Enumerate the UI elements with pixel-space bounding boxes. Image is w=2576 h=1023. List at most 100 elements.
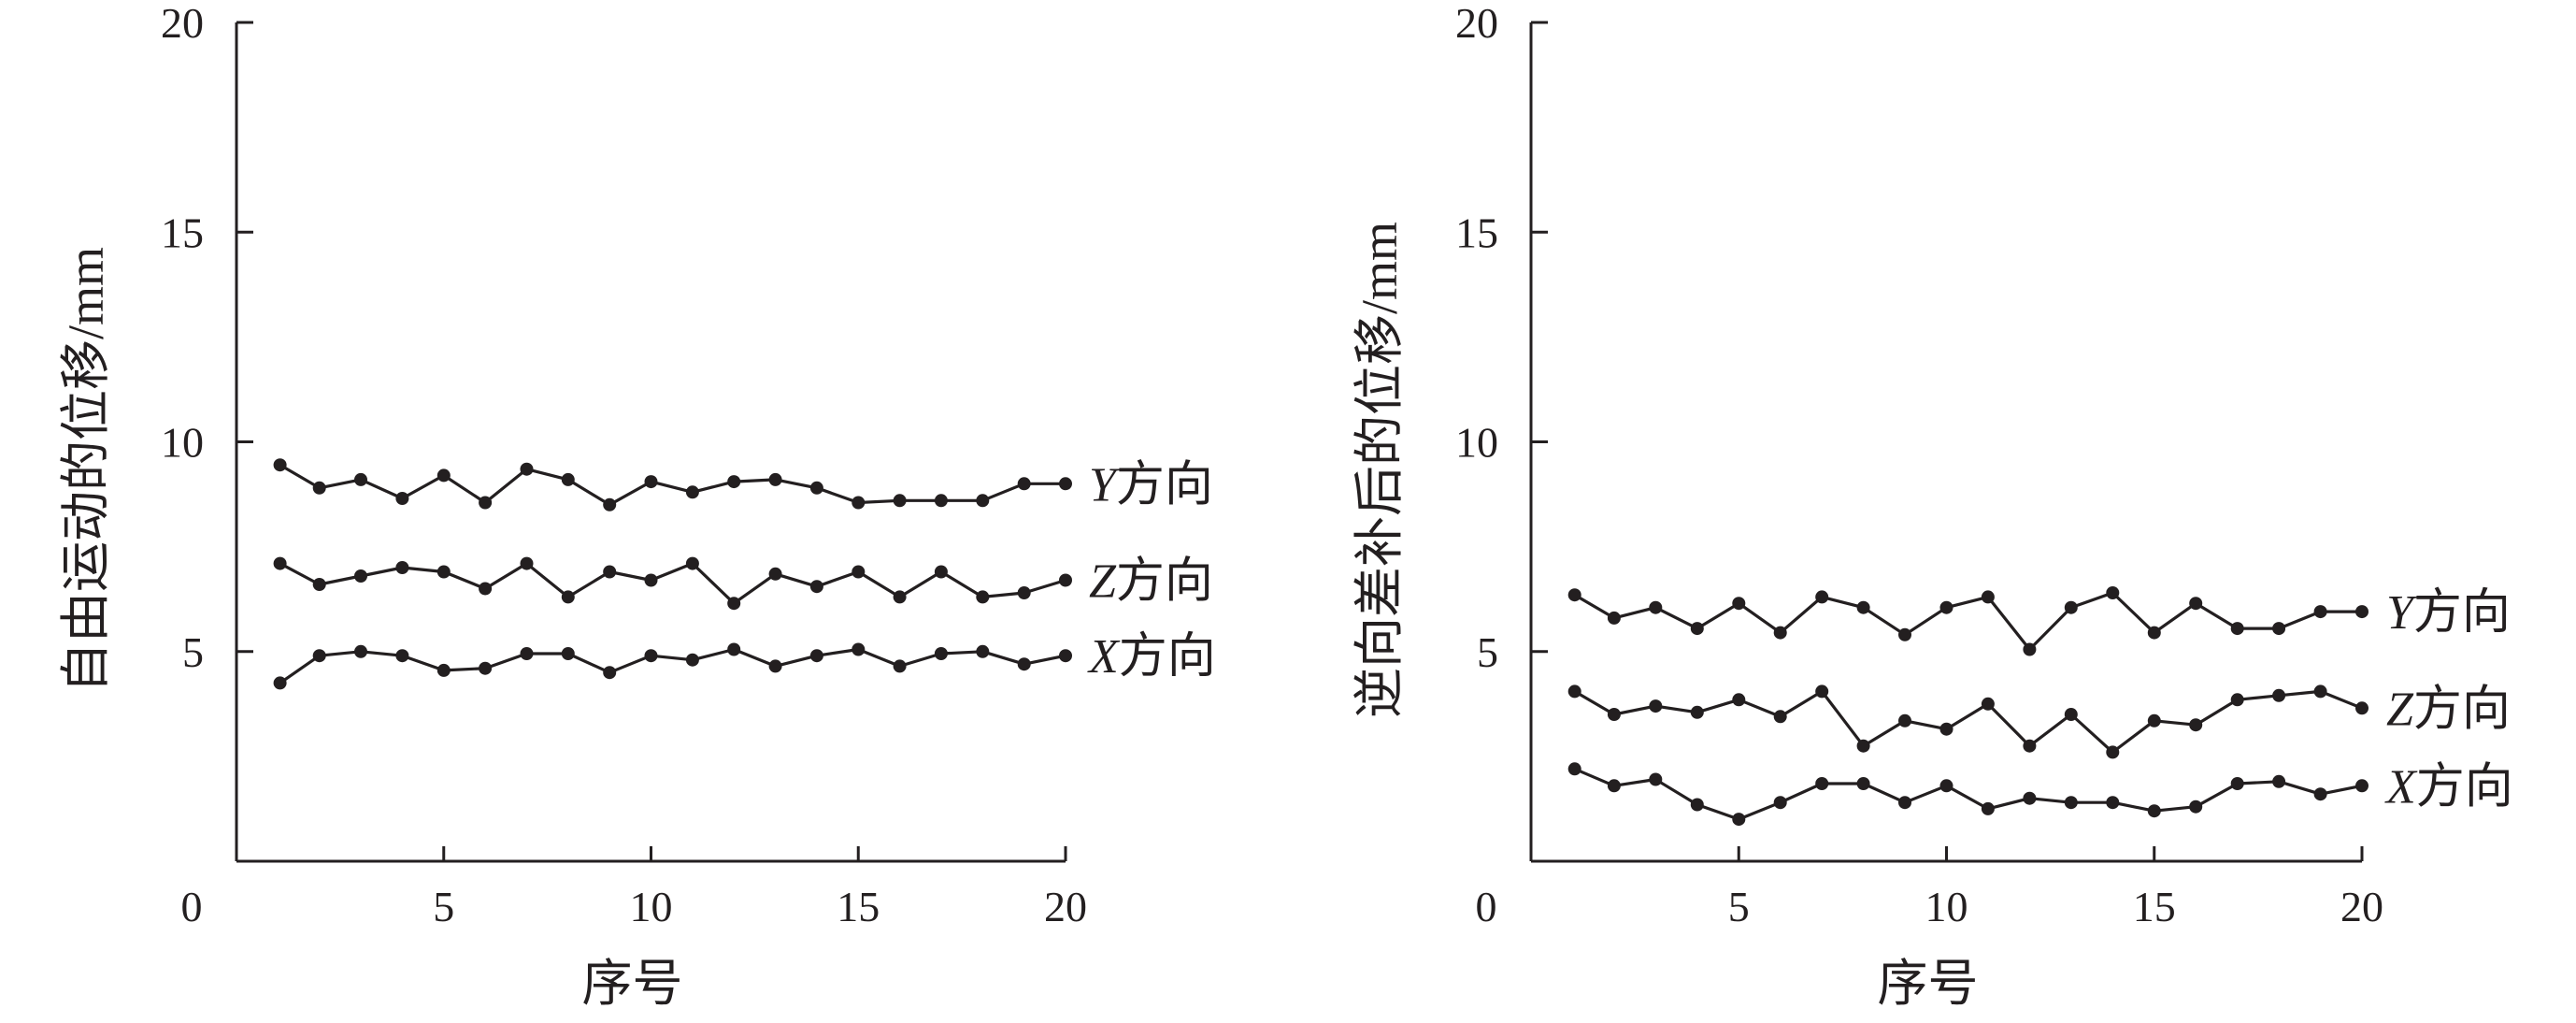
y-tick-label: 10 [161,419,204,467]
data-point [395,561,409,574]
series-label-suffix: 方向 [1119,630,1216,684]
y-tick-label: 15 [1455,209,1498,256]
series-label-variable: Y [1089,458,1121,512]
data-point [727,642,741,656]
data-point [1607,708,1621,721]
series-label: Y方向 [1089,458,1213,512]
series-label: X方向 [1087,630,1216,684]
data-point [1690,705,1704,719]
series-line [1574,767,2363,821]
data-point [1017,586,1031,599]
data-point [1690,798,1704,812]
series-label-variable: Z [1089,555,1117,609]
data-point [2106,796,2120,810]
y-axis-label: 自由运动的位移/mm [58,247,114,693]
data-point [273,676,287,690]
data-point [2064,600,2078,614]
data-point [1815,684,1829,699]
data-point [1690,622,1704,636]
data-point [852,642,866,656]
data-point [2272,622,2286,636]
data-point [436,565,451,579]
data-point [2106,745,2120,759]
series-y: Y方向 [273,458,1213,512]
x-tick-label: 0 [181,883,203,930]
data-point [2313,684,2327,699]
data-point [2106,586,2120,599]
x-tick-label: 15 [837,883,880,930]
data-point [479,496,493,510]
data-point [1059,573,1072,587]
data-point [1898,796,1911,810]
data-point [2064,708,2078,721]
series-label-variable: Z [2386,683,2414,736]
data-point [273,458,287,472]
x-tick-label: 20 [2340,883,2383,930]
data-point [852,496,866,510]
data-point [312,481,326,495]
series-line [1573,689,2363,755]
series-x: X方向 [1567,760,2513,827]
data-point [1059,477,1072,491]
y-tick-label: 5 [182,628,204,676]
series-label: Z方向 [1089,555,1213,609]
series-label-variable: X [2384,760,2418,814]
x-tick-label: 5 [433,883,454,930]
series-label-suffix: 方向 [1116,555,1213,609]
data-point [395,649,409,663]
data-point [1773,710,1787,724]
data-point [2023,642,2037,656]
data-point [436,663,451,677]
data-point [561,472,575,486]
data-point [2355,701,2368,715]
x-tick-label: 0 [1476,883,1497,930]
series-y: Y方向 [1567,586,2511,656]
data-point [1898,627,1911,641]
data-point [1856,739,1870,753]
data-point [2147,626,2161,640]
data-point [2313,787,2327,801]
data-point [1939,779,1953,793]
x-tick-label: 5 [1728,883,1750,930]
data-point [395,492,409,505]
series-z: Z方向 [1567,683,2511,759]
data-point [1567,588,1581,602]
data-point [976,494,990,508]
series-label: Z方向 [2386,683,2511,736]
series-label: Y方向 [2386,586,2511,640]
data-point [603,666,617,680]
data-point [1981,801,1995,815]
data-point [934,565,948,579]
data-point [1981,697,1995,711]
data-point [2147,713,2161,728]
data-point [809,481,823,495]
data-point [2189,718,2203,732]
y-tick-label: 10 [1455,419,1498,467]
data-point [1732,813,1746,827]
series-line [279,561,1066,605]
x-tick-label: 15 [2133,883,2176,930]
data-point [893,590,907,604]
series-x: X方向 [273,630,1216,690]
series-line [279,647,1066,684]
y-axis-label: 逆向差补后的位移/mm [1352,222,1408,718]
data-point [809,580,823,594]
data-point [354,569,367,583]
data-point [2313,605,2327,619]
data-point [354,644,367,658]
data-point [603,565,617,579]
x-tick-label: 10 [1925,883,1968,930]
data-point [520,647,534,660]
data-point [768,567,782,581]
data-point [1649,699,1663,713]
data-point [1815,590,1829,604]
series-label-suffix: 方向 [2416,760,2513,814]
data-point [603,497,617,512]
series-label-variable: Y [2386,586,2418,640]
data-point [685,485,699,499]
data-point [1567,684,1581,699]
data-point [934,647,948,660]
x-tick-label: 20 [1044,883,1087,930]
